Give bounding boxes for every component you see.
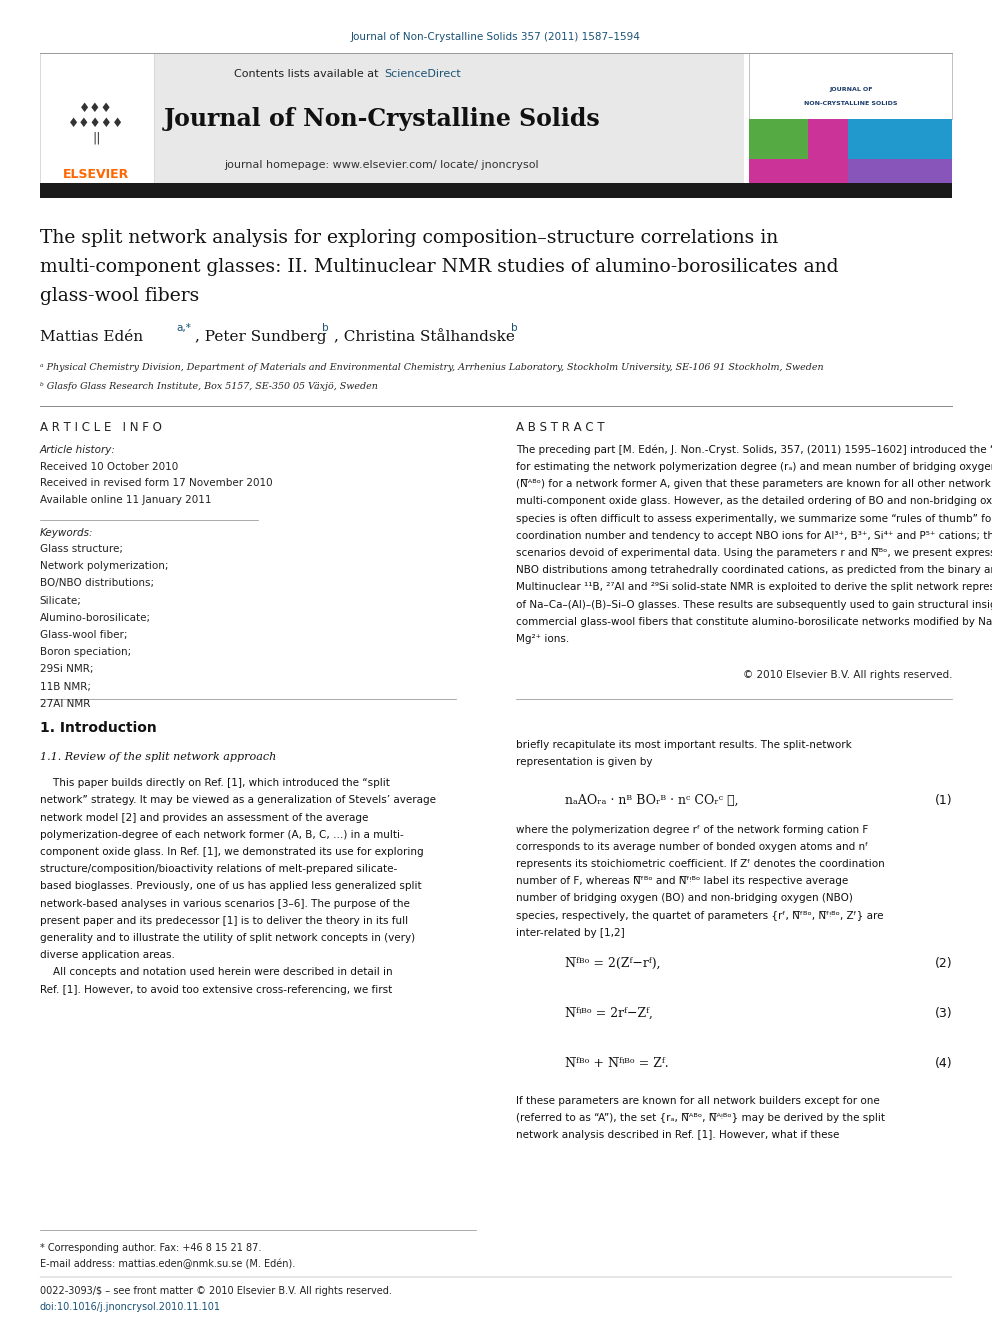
Text: glass-wool fibers: glass-wool fibers [40, 287, 199, 306]
Text: (4): (4) [934, 1057, 952, 1070]
Text: Keywords:: Keywords: [40, 528, 93, 538]
Text: based bioglasses. Previously, one of us has applied less generalized split: based bioglasses. Previously, one of us … [40, 881, 422, 892]
Text: b: b [511, 323, 518, 333]
Bar [749, 53, 952, 119]
Bar [749, 119, 808, 159]
Text: of Na–Ca–(Al)–(B)–Si–O glasses. These results are subsequently used to gain stru: of Na–Ca–(Al)–(B)–Si–O glasses. These re… [516, 599, 992, 610]
Text: network” strategy. It may be viewed as a generalization of Stevels’ average: network” strategy. It may be viewed as a… [40, 795, 435, 806]
Text: (1): (1) [934, 794, 952, 807]
Text: doi:10.1016/j.jnoncrysol.2010.11.101: doi:10.1016/j.jnoncrysol.2010.11.101 [40, 1302, 220, 1312]
Text: Received 10 October 2010: Received 10 October 2010 [40, 462, 178, 472]
Text: Ref. [1]. However, to avoid too extensive cross-referencing, we first: Ref. [1]. However, to avoid too extensiv… [40, 984, 392, 995]
Text: This paper builds directly on Ref. [1], which introduced the “split: This paper builds directly on Ref. [1], … [40, 778, 390, 789]
Text: multi-component oxide glass. However, as the detailed ordering of BO and non-bri: multi-component oxide glass. However, as… [516, 496, 992, 507]
Text: commercial glass-wool fibers that constitute alumino-borosilicate networks modif: commercial glass-wool fibers that consti… [516, 617, 992, 627]
Text: The split network analysis for exploring composition–structure correlations in: The split network analysis for exploring… [40, 229, 778, 247]
Text: scenarios devoid of experimental data. Using the parameters r and N̅ᴮᵒ, we prese: scenarios devoid of experimental data. U… [516, 548, 992, 558]
Text: Mattias Edén: Mattias Edén [40, 331, 148, 344]
Text: Glass-wool fiber;: Glass-wool fiber; [40, 630, 127, 640]
Text: (referred to as “A”), the set {rₐ, N̅ᴬᴮᵒ, N̅ᴬᵎᴮᵒ} may be derived by the split: (referred to as “A”), the set {rₐ, N̅ᴬᴮᵒ… [516, 1113, 885, 1123]
Text: Glass structure;: Glass structure; [40, 544, 123, 554]
Text: present paper and its predecessor [1] is to deliver the theory in its full: present paper and its predecessor [1] is… [40, 916, 408, 926]
Text: NBO distributions among tetrahedrally coordinated cations, as predicted from the: NBO distributions among tetrahedrally co… [516, 565, 992, 576]
Bar [749, 119, 952, 183]
Text: species is often difficult to assess experimentally, we summarize some “rules of: species is often difficult to assess exp… [516, 513, 992, 524]
Text: (2): (2) [934, 957, 952, 970]
Text: © 2010 Elsevier B.V. All rights reserved.: © 2010 Elsevier B.V. All rights reserved… [743, 669, 952, 680]
Text: number of F, whereas N̅ᶠᴮᵒ and N̅ᶠᵎᴮᵒ label its respective average: number of F, whereas N̅ᶠᴮᵒ and N̅ᶠᵎᴮᵒ la… [516, 876, 848, 886]
Text: (3): (3) [934, 1007, 952, 1020]
Bar [40, 53, 154, 183]
Text: 11B NMR;: 11B NMR; [40, 681, 90, 692]
Text: generality and to illustrate the utility of split network concepts in (very): generality and to illustrate the utility… [40, 933, 415, 943]
Text: component oxide glass. In Ref. [1], we demonstrated its use for exploring: component oxide glass. In Ref. [1], we d… [40, 847, 424, 857]
Text: * Corresponding author. Fax: +46 8 15 21 87.: * Corresponding author. Fax: +46 8 15 21… [40, 1242, 261, 1253]
Text: representation is given by: representation is given by [516, 757, 653, 767]
Text: All concepts and notation used herein were described in detail in: All concepts and notation used herein we… [40, 967, 392, 978]
Text: nₐAOᵣₐ · nᴮ BOᵣᴮ · nᶜ COᵣᶜ ⋯,: nₐAOᵣₐ · nᴮ BOᵣᴮ · nᶜ COᵣᶜ ⋯, [565, 794, 739, 807]
Text: A R T I C L E   I N F O: A R T I C L E I N F O [40, 421, 162, 434]
Text: species, respectively, the quartet of parameters {rᶠ, N̅ᶠᴮᵒ, N̅ᶠᵎᴮᵒ, Zᶠ} are: species, respectively, the quartet of pa… [516, 910, 883, 921]
Text: Silicate;: Silicate; [40, 595, 81, 606]
Text: ♦♦♦
♦♦♦♦♦
||: ♦♦♦ ♦♦♦♦♦ || [68, 102, 124, 144]
Text: The preceding part [M. Edén, J. Non.-Cryst. Solids, 357, (2011) 1595–1602] intro: The preceding part [M. Edén, J. Non.-Cry… [516, 445, 992, 455]
Text: b: b [322, 323, 329, 333]
Text: Alumino-borosilicate;: Alumino-borosilicate; [40, 613, 151, 623]
Text: Available online 11 January 2011: Available online 11 January 2011 [40, 495, 211, 505]
Text: E-mail address: mattias.eden@nmk.su.se (M. Edén).: E-mail address: mattias.eden@nmk.su.se (… [40, 1258, 295, 1269]
Text: Multinuclear ¹¹B, ²⁷Al and ²⁹Si solid-state NMR is exploited to derive the split: Multinuclear ¹¹B, ²⁷Al and ²⁹Si solid-st… [516, 582, 992, 593]
Text: ᵇ Glasfo Glass Research Institute, Box 5157, SE-350 05 Växjö, Sweden: ᵇ Glasfo Glass Research Institute, Box 5… [40, 382, 378, 390]
Text: , Peter Sundberg: , Peter Sundberg [195, 331, 331, 344]
Text: journal homepage: www.elsevier.com/ locate/ jnoncrysol: journal homepage: www.elsevier.com/ loca… [224, 160, 540, 171]
Text: Contents lists available at: Contents lists available at [234, 69, 382, 79]
Text: for estimating the network polymerization degree (rₐ) and mean number of bridgin: for estimating the network polymerizatio… [516, 462, 992, 472]
Text: Network polymerization;: Network polymerization; [40, 561, 169, 572]
Text: network model [2] and provides an assessment of the average: network model [2] and provides an assess… [40, 812, 368, 823]
Bar [749, 119, 848, 183]
Text: Journal of Non-Crystalline Solids: Journal of Non-Crystalline Solids [164, 107, 600, 131]
Text: a,*: a,* [177, 323, 191, 333]
Text: coordination number and tendency to accept NBO ions for Al³⁺, B³⁺, Si⁴⁺ and P⁵⁺ : coordination number and tendency to acce… [516, 531, 992, 541]
Text: NON-CRYSTALLINE SOLIDS: NON-CRYSTALLINE SOLIDS [805, 101, 898, 106]
Text: Boron speciation;: Boron speciation; [40, 647, 131, 658]
Text: N̅ᶠᵎᴮᵒ = 2rᶠ−Zᶠ,: N̅ᶠᵎᴮᵒ = 2rᶠ−Zᶠ, [565, 1007, 654, 1020]
Text: JOURNAL OF: JOURNAL OF [829, 87, 873, 93]
Text: number of bridging oxygen (BO) and non-bridging oxygen (NBO): number of bridging oxygen (BO) and non-b… [516, 893, 853, 904]
Text: If these parameters are known for all network builders except for one: If these parameters are known for all ne… [516, 1095, 880, 1106]
Text: Journal of Non-Crystalline Solids 357 (2011) 1587–1594: Journal of Non-Crystalline Solids 357 (2… [351, 32, 641, 42]
Text: ELSEVIER: ELSEVIER [63, 168, 129, 181]
Text: inter-related by [1,2]: inter-related by [1,2] [516, 927, 625, 938]
Text: network analysis described in Ref. [1]. However, what if these: network analysis described in Ref. [1]. … [516, 1130, 839, 1140]
Text: ScienceDirect: ScienceDirect [384, 69, 460, 79]
Text: network-based analyses in various scenarios [3–6]. The purpose of the: network-based analyses in various scenar… [40, 898, 410, 909]
Text: Mg²⁺ ions.: Mg²⁺ ions. [516, 634, 569, 644]
Bar [40, 183, 952, 198]
Text: N̅ᶠᴮᵒ = 2(Zᶠ−rᶠ),: N̅ᶠᴮᵒ = 2(Zᶠ−rᶠ), [565, 957, 661, 970]
Text: 1. Introduction: 1. Introduction [40, 721, 157, 734]
Text: BO/NBO distributions;: BO/NBO distributions; [40, 578, 154, 589]
Text: ᵃ Physical Chemistry Division, Department of Materials and Environmental Chemist: ᵃ Physical Chemistry Division, Departmen… [40, 364, 823, 372]
Text: , Christina Stålhandske: , Christina Stålhandske [334, 329, 520, 345]
Text: Received in revised form 17 November 2010: Received in revised form 17 November 201… [40, 478, 273, 488]
Text: 1.1. Review of the split network approach: 1.1. Review of the split network approac… [40, 751, 276, 762]
Text: A B S T R A C T: A B S T R A C T [516, 421, 604, 434]
Text: polymerization-degree of each network former (A, B, C, …) in a multi-: polymerization-degree of each network fo… [40, 830, 404, 840]
Text: 0022-3093/$ – see front matter © 2010 Elsevier B.V. All rights reserved.: 0022-3093/$ – see front matter © 2010 El… [40, 1286, 392, 1297]
Text: 27Al NMR: 27Al NMR [40, 699, 90, 709]
Text: N̅ᶠᴮᵒ + N̅ᶠᵎᴮᵒ = Zᶠ.: N̅ᶠᴮᵒ + N̅ᶠᵎᴮᵒ = Zᶠ. [565, 1057, 669, 1070]
Text: represents its stoichiometric coefficient. If Zᶠ denotes the coordination: represents its stoichiometric coefficien… [516, 859, 885, 869]
Text: corresponds to its average number of bonded oxygen atoms and nᶠ: corresponds to its average number of bon… [516, 841, 868, 852]
Text: structure/composition/bioactivity relations of melt-prepared silicate-: structure/composition/bioactivity relati… [40, 864, 397, 875]
Bar [154, 53, 744, 183]
Text: 29Si NMR;: 29Si NMR; [40, 664, 93, 675]
Text: multi-component glasses: II. Multinuclear NMR studies of alumino-borosilicates a: multi-component glasses: II. Multinuclea… [40, 258, 838, 277]
Bar [848, 119, 952, 159]
Text: (N̅ᴬᴮᵒ) for a network former A, given that these parameters are known for all ot: (N̅ᴬᴮᵒ) for a network former A, given th… [516, 479, 992, 490]
Text: Article history:: Article history: [40, 445, 115, 455]
Text: where the polymerization degree rᶠ of the network forming cation F: where the polymerization degree rᶠ of th… [516, 824, 868, 835]
Text: diverse application areas.: diverse application areas. [40, 950, 175, 960]
Text: briefly recapitulate its most important results. The split-network: briefly recapitulate its most important … [516, 740, 851, 750]
